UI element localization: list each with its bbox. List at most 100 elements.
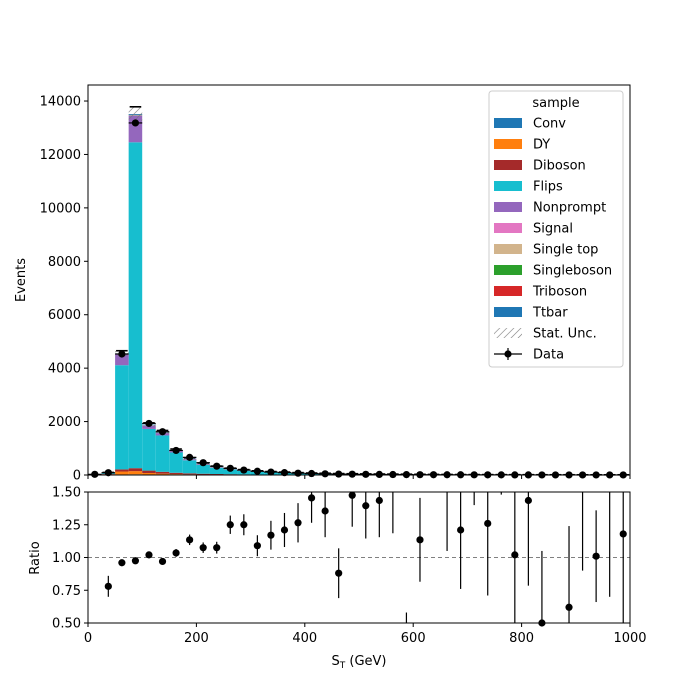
ratio-y-tick-label: 0.75 (52, 584, 81, 599)
data-point (280, 469, 289, 477)
stat-unc-band (128, 106, 143, 122)
data-point (213, 462, 221, 470)
ratio-point (619, 530, 627, 538)
legend-swatch (494, 307, 522, 317)
legend-swatch (494, 139, 522, 149)
data-point (267, 468, 275, 476)
bar-flips (115, 365, 129, 470)
ratio-point (565, 603, 573, 611)
bar-diboson (223, 474, 238, 475)
data-point (118, 350, 126, 358)
data-point (172, 446, 180, 455)
legend-label: Signal (533, 222, 573, 237)
main-y-axis-label: Events (14, 258, 29, 302)
legend-label: Single top (533, 243, 598, 258)
ratio-point (416, 536, 424, 544)
ratio-x-axis-label: ST (GeV) (331, 654, 386, 671)
data-point (131, 119, 140, 127)
legend-label: Ttbar (532, 306, 568, 321)
main-frame (87, 84, 631, 476)
bar-diboson (169, 472, 183, 475)
legend-swatch (494, 223, 522, 233)
legend-swatch (494, 265, 522, 275)
bar-diboson (142, 470, 156, 473)
ratio-point (104, 582, 112, 590)
legend-label: Data (533, 348, 564, 363)
legend-swatch (494, 181, 522, 191)
data-point (199, 459, 207, 467)
data-point (91, 470, 99, 478)
x-label-subscript: T (339, 661, 346, 671)
bar-nonprompt (142, 425, 156, 429)
legend-swatch (494, 286, 522, 296)
bar-diboson (182, 473, 197, 475)
ratio-plot-area (88, 492, 630, 623)
ratio-point (280, 526, 289, 534)
x-label-symbol: S (331, 654, 339, 669)
bar-flips (128, 142, 143, 469)
ratio-point (362, 502, 370, 510)
legend-swatch (494, 160, 522, 170)
ratio-point (199, 544, 207, 552)
data-point (145, 419, 153, 428)
bar-dy (169, 474, 183, 475)
bar-diboson (196, 473, 210, 475)
ratio-y-tick-label: 1.00 (52, 551, 81, 566)
y-tick-label: 0 (73, 469, 81, 484)
ratio-point (294, 519, 302, 527)
bar-diboson (115, 469, 129, 472)
ratio-y-axis-label: Ratio (28, 541, 43, 574)
ratio-point (226, 521, 234, 529)
data-point (375, 470, 383, 479)
ratio-point (307, 494, 316, 502)
y-tick-label: 6000 (48, 308, 81, 323)
ratio-point (524, 496, 532, 505)
legend-swatch-hatch (494, 328, 522, 338)
bar-flips (196, 464, 210, 474)
ratio-panel: 0.50 0.75 1.00 1.25 1.50 0 200 400 600 800 1000 R… (28, 486, 647, 672)
data-point (348, 470, 356, 478)
legend-label: Flips (533, 180, 563, 195)
data-point (253, 467, 261, 475)
data-point (362, 470, 370, 478)
ratio-x-tick-label: 800 (509, 631, 534, 646)
bar-flips (182, 460, 197, 474)
main-y-axis: 0 2000 4000 6000 8000 10000 12000 14000 (40, 95, 88, 484)
bar-dy (142, 472, 156, 475)
bar-diboson (128, 468, 143, 472)
data-point (335, 470, 343, 478)
bar-flips (155, 435, 170, 472)
ratio-y-tick-label: 1.50 (52, 486, 81, 501)
legend-label: DY (533, 138, 550, 153)
ratio-y-tick-label: 0.50 (52, 617, 81, 632)
data-point (307, 469, 316, 478)
ratio-point (253, 542, 261, 550)
bar-flips (142, 428, 156, 471)
bar-dy (115, 471, 129, 475)
data-point (226, 464, 234, 472)
y-tick-label: 8000 (48, 255, 81, 270)
ratio-point (172, 549, 180, 557)
ratio-x-tick-label: 200 (184, 631, 209, 646)
data-point (158, 428, 167, 436)
legend: sample Conv DY Diboson Flips Nonprompt Signal… (488, 90, 624, 368)
ratio-point (375, 496, 383, 505)
legend-label: Diboson (533, 159, 586, 174)
ratio-x-tick-label: 600 (401, 631, 426, 646)
bar-flips (169, 452, 183, 473)
y-tick-label: 4000 (48, 362, 81, 377)
ratio-point (240, 521, 248, 529)
ratio-x-axis: 0 200 400 600 800 1000 (84, 623, 647, 646)
bar-nonprompt (115, 354, 129, 366)
ratio-point (484, 519, 492, 528)
y-tick-label: 12000 (40, 148, 81, 163)
legend-entries: Conv DY Diboson Flips Nonprompt Signal Single … (494, 117, 612, 363)
ratio-y-axis: 0.50 0.75 1.00 1.25 1.50 (52, 486, 88, 632)
ratio-point (348, 491, 356, 499)
bar-diboson (155, 471, 170, 474)
ratio-x-tick-label: 400 (292, 631, 317, 646)
ratio-x-tick-label: 0 (84, 631, 92, 646)
ratio-x-tick-label: 1000 (613, 631, 646, 646)
ratio-point (213, 544, 221, 552)
